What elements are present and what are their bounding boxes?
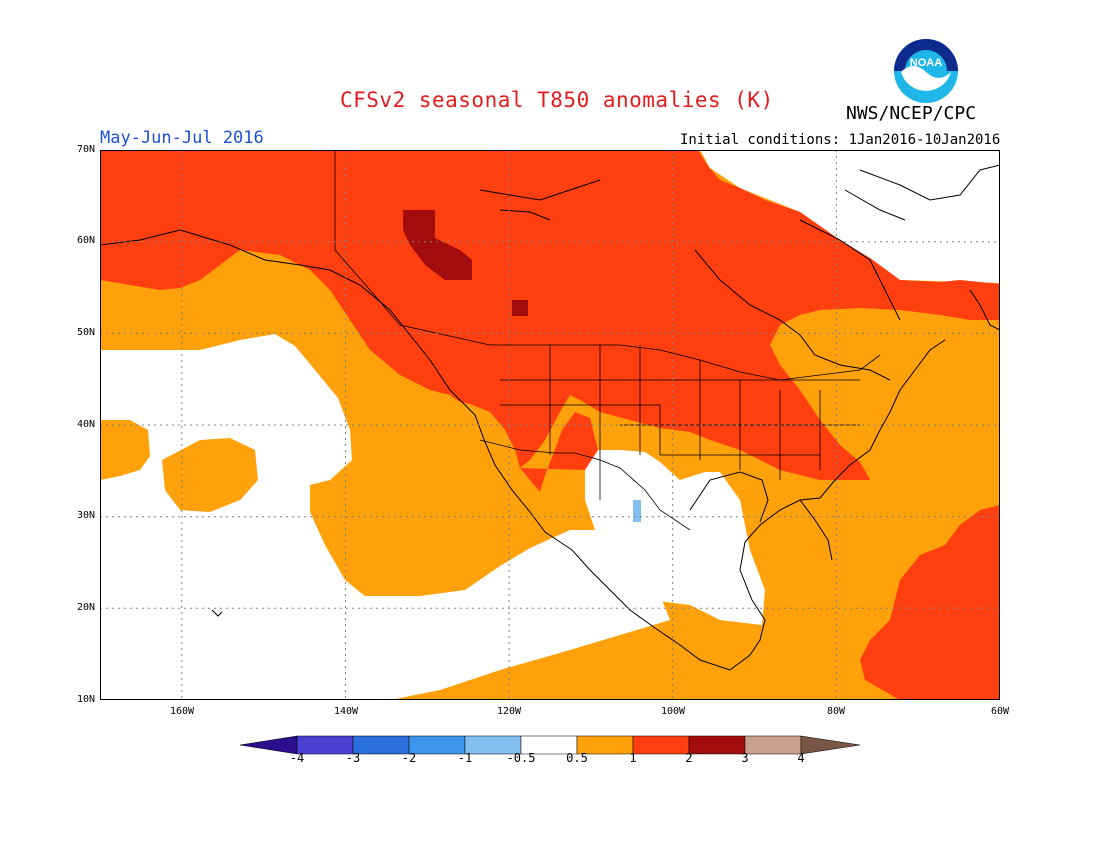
anomaly-red-atlantic [860, 505, 1000, 700]
anomaly-red-north [100, 150, 1000, 480]
colorbar-label-2: 2 [685, 751, 693, 765]
lat-label-20n: 20N [76, 602, 95, 613]
colorbar-label-4: 4 [797, 751, 805, 765]
logo-text: NOAA [910, 57, 942, 69]
colorbar-label-neg05: -0.5 [506, 751, 536, 765]
anomaly-white-arctic [700, 150, 1000, 283]
lon-label-160w: 160W [169, 706, 195, 717]
forecast-period: May-Jun-Jul 2016 [100, 128, 264, 148]
lat-label-10n: 10N [76, 694, 95, 705]
lon-label-100w: 100W [660, 706, 686, 717]
lat-label-70n: 70N [76, 144, 95, 155]
agency-label: NWS/NCEP/CPC [846, 103, 977, 124]
colorbar-label-1: 1 [629, 751, 637, 765]
anomaly-map [100, 150, 1000, 700]
colorbar-label-neg2: -2 [401, 751, 417, 765]
anomaly-darkred-small [512, 300, 528, 316]
anomaly-white-mexico [585, 450, 765, 625]
boundaries [334, 150, 881, 531]
noaa-logo: NOAA [894, 39, 958, 103]
colorbar-swatch-10 [800, 735, 861, 755]
lon-label-140w: 140W [333, 706, 359, 717]
colorbar-label-neg1: -1 [457, 751, 473, 765]
map-title: CFSv2 seasonal T850 anomalies (K) [340, 88, 774, 112]
colorbar-label-neg3: -3 [345, 751, 361, 765]
anomaly-darkred-yukon [403, 210, 472, 280]
lat-label-50n: 50N [76, 327, 95, 338]
lat-label-30n: 30N [76, 510, 95, 521]
graticule [100, 150, 1000, 700]
anomaly-red-gulf [520, 412, 598, 492]
lat-label-40n: 40N [76, 419, 95, 430]
lon-label-120w: 120W [496, 706, 522, 717]
colorbar-label-05: 0.5 [566, 751, 588, 765]
lat-label-60n: 60N [76, 235, 95, 246]
colorbar [240, 735, 861, 755]
coastlines [100, 164, 1000, 671]
colorbar-label-neg4: -4 [289, 751, 305, 765]
colorbar-label-3: 3 [741, 751, 749, 765]
anomaly-blue-patch [633, 500, 641, 522]
lon-label-80w: 80W [826, 706, 846, 717]
lon-label-60w: 60W [990, 706, 1010, 717]
anomaly-orange-island [162, 438, 258, 512]
initial-conditions: Initial conditions: 1Jan2016-10Jan2016 [680, 132, 1001, 148]
